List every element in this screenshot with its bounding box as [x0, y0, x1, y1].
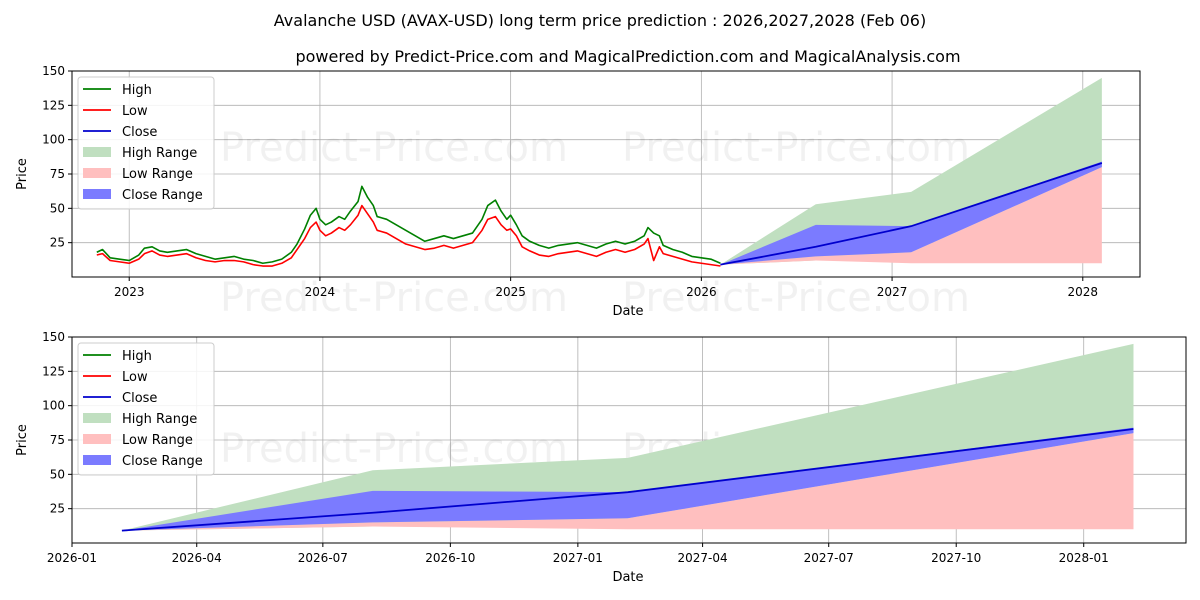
- chart-title: Avalanche USD (AVAX-USD) long term price…: [274, 11, 926, 30]
- close-series-line: [720, 162, 1103, 266]
- close-series-line: [121, 428, 1134, 532]
- high-series-line: [96, 185, 721, 265]
- legend-label: Low: [122, 104, 148, 119]
- legend-label: Low Range: [122, 167, 193, 182]
- low-series-line: [96, 204, 721, 267]
- watermark-text: Predict-Price.com: [220, 275, 568, 321]
- y-tick-label: 50: [50, 467, 65, 481]
- x-axis-label: Date: [612, 304, 643, 319]
- y-tick-label: 75: [50, 433, 65, 447]
- y-tick-label: 150: [42, 330, 65, 344]
- close-range-band: [720, 161, 1102, 265]
- legend-box: [77, 76, 215, 210]
- y-tick-label: 100: [42, 399, 65, 413]
- y-tick-label: 125: [42, 98, 65, 112]
- high-range-band: [720, 77, 1102, 265]
- legend-label: High: [122, 349, 152, 364]
- x-tick-label: 2028-01: [1059, 551, 1109, 565]
- legend-swatch-patch-low: [83, 434, 111, 444]
- x-tick-label: 2028: [1068, 285, 1099, 299]
- legend-label: Close: [122, 125, 157, 140]
- legend-swatch-patch-close: [83, 455, 111, 465]
- watermark-text: Predict-Price.com: [622, 275, 970, 321]
- legend-swatch-patch-high: [83, 413, 111, 423]
- x-tick-label: 2026-04: [172, 551, 222, 565]
- x-tick-label: 2026: [686, 285, 717, 299]
- legend-swatch-patch-high: [83, 147, 111, 157]
- low-range-band: [121, 433, 1134, 531]
- x-tick-label: 2027-10: [931, 551, 981, 565]
- x-tick-label: 2026-07: [298, 551, 348, 565]
- x-tick-label: 2023: [114, 285, 145, 299]
- x-tick-label: 2025: [495, 285, 526, 299]
- legend-swatch-patch-low: [83, 168, 111, 178]
- y-tick-label: 75: [50, 167, 65, 181]
- bottom-panel: Predict-Price.comPredict-Price.com255075…: [15, 330, 1187, 585]
- legend-label: Low Range: [122, 433, 193, 448]
- x-tick-label: 2027: [877, 285, 908, 299]
- low-range-band: [720, 167, 1102, 265]
- legend-box: [77, 342, 215, 476]
- y-tick-label: 25: [50, 236, 65, 250]
- legend-swatch-patch-close: [83, 189, 111, 199]
- y-tick-label: 50: [50, 201, 65, 215]
- chart-subtitle: powered by Predict-Price.com and Magical…: [295, 47, 960, 66]
- legend: High Low Close High Range Low Range Close Ran…: [77, 342, 215, 476]
- y-tick-label: 25: [50, 502, 65, 516]
- y-tick-label: 100: [42, 133, 65, 147]
- legend-label: High: [122, 83, 152, 98]
- x-tick-label: 2027-04: [678, 551, 728, 565]
- x-tick-label: 2027-07: [804, 551, 854, 565]
- y-tick-label: 125: [42, 364, 65, 378]
- top-panel: Predict-Price.com Predict-Price.com Predic…: [15, 64, 1141, 321]
- legend-label: High Range: [122, 412, 197, 427]
- plot-area: [121, 343, 1134, 532]
- legend-label: Close: [122, 391, 157, 406]
- legend-label: Low: [122, 370, 148, 385]
- high-range-band: [121, 343, 1134, 531]
- x-tick-label: 2024: [305, 285, 336, 299]
- legend: High Low Close High Range Low Range Close Ran…: [77, 76, 215, 210]
- y-axis-label: Price: [15, 424, 30, 456]
- x-tick-label: 2027-01: [553, 551, 603, 565]
- y-tick-label: 150: [42, 64, 65, 78]
- y-axis-label: Price: [15, 158, 30, 190]
- plot-area: [96, 77, 1103, 267]
- legend-label: Close Range: [122, 454, 203, 469]
- legend-label: High Range: [122, 146, 197, 161]
- x-tick-label: 2026-01: [47, 551, 97, 565]
- watermark-text: Predict-Price.com: [220, 125, 568, 171]
- x-tick-label: 2026-10: [425, 551, 475, 565]
- close-range-band: [121, 427, 1134, 531]
- x-axis-label: Date: [612, 570, 643, 585]
- legend-label: Close Range: [122, 188, 203, 203]
- watermark-text: Predict-Price.com: [622, 125, 970, 171]
